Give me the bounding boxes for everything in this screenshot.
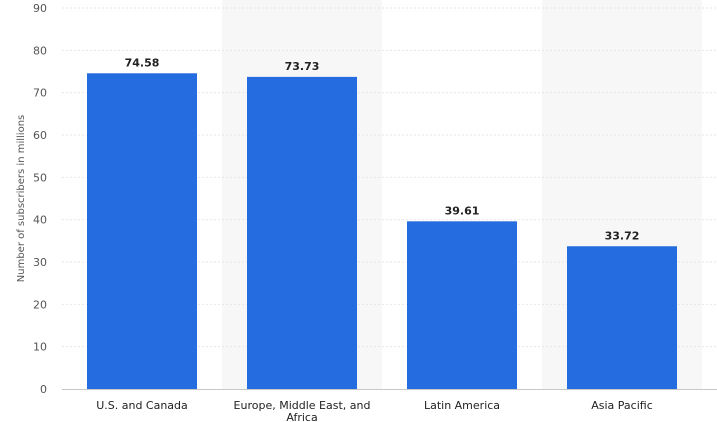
data-labels: 74.58 73.73 39.61 33.72 (125, 56, 640, 242)
y-tick-label: 80 (33, 44, 47, 57)
y-tick-label: 70 (33, 87, 47, 100)
y-tick-label: 60 (33, 129, 47, 142)
data-label: 39.61 (445, 204, 480, 217)
y-axis-ticks: 0 10 20 30 40 50 60 70 80 90 (33, 2, 47, 396)
bars (87, 73, 677, 389)
bar[interactable] (87, 73, 197, 389)
y-tick-label: 90 (33, 2, 47, 15)
y-tick-label: 10 (33, 341, 47, 354)
bar[interactable] (407, 221, 517, 389)
y-axis-title: Number of subscribers in millions (16, 115, 27, 282)
data-label: 73.73 (285, 60, 320, 73)
y-tick-label: 30 (33, 256, 47, 269)
x-tick-label: Latin America (424, 399, 500, 412)
x-tick-label: Europe, Middle East, and Africa (234, 399, 371, 422)
bar[interactable] (247, 76, 357, 389)
bar[interactable] (567, 246, 677, 389)
y-tick-label: 0 (40, 383, 47, 396)
x-tick-label: U.S. and Canada (96, 399, 188, 412)
x-axis-ticks: U.S. and Canada Europe, Middle East, and A… (96, 399, 653, 422)
y-tick-label: 50 (33, 171, 47, 184)
data-label: 33.72 (605, 229, 640, 242)
y-tick-label: 20 (33, 298, 47, 311)
data-label: 74.58 (125, 56, 160, 69)
y-tick-label: 40 (33, 214, 47, 227)
x-tick-label: Asia Pacific (591, 399, 653, 412)
